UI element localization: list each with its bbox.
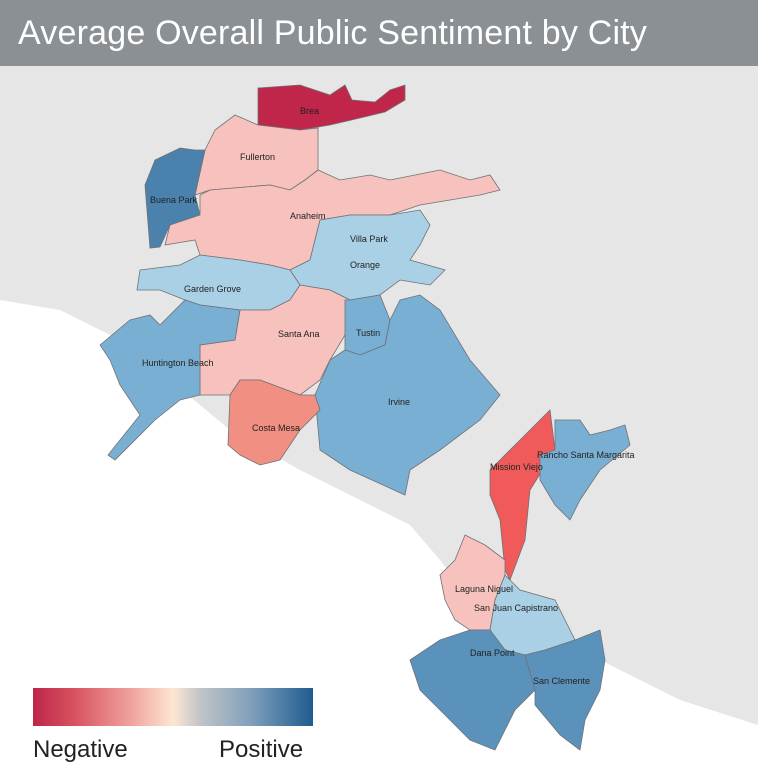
- city-label-buena-park: Buena Park: [150, 195, 198, 205]
- city-label-santa-ana: Santa Ana: [278, 329, 320, 339]
- city-region-huntington-beach[interactable]: [99, 299, 241, 461]
- city-label-villa-park: Villa Park: [350, 234, 388, 244]
- city-label-san-juan-capistrano: San Juan Capistrano: [474, 603, 558, 613]
- city-label-brea: Brea: [300, 106, 319, 116]
- city-region-rancho-santa-margarita[interactable]: [539, 419, 631, 521]
- city-label-costa-mesa: Costa Mesa: [252, 423, 300, 433]
- legend-negative-label: Negative: [33, 736, 128, 763]
- city-label-tustin: Tustin: [356, 328, 380, 338]
- city-label-fullerton: Fullerton: [240, 152, 275, 162]
- page-title: Average Overall Public Sentiment by City: [0, 0, 758, 66]
- legend-color-ramp: [33, 688, 313, 726]
- city-label-huntington-beach: Huntington Beach: [142, 358, 214, 368]
- city-region-anaheim[interactable]: [164, 169, 501, 271]
- city-region-irvine[interactable]: [314, 294, 501, 496]
- city-label-mission-viejo: Mission Viejo: [490, 462, 543, 472]
- city-label-orange: Orange: [350, 260, 380, 270]
- city-label-rancho-santa-margarita: Rancho Santa Margarita: [537, 450, 635, 460]
- city-label-san-clemente: San Clemente: [533, 676, 590, 686]
- city-region-brea[interactable]: [257, 84, 406, 131]
- legend-positive-label: Positive: [219, 736, 304, 763]
- city-label-laguna-niguel: Laguna Niguel: [455, 584, 513, 594]
- city-label-dana-point: Dana Point: [470, 648, 515, 658]
- city-region-san-clemente[interactable]: [524, 629, 606, 751]
- city-region-costa-mesa[interactable]: [227, 379, 321, 466]
- city-label-garden-grove: Garden Grove: [184, 284, 241, 294]
- city-label-anaheim: Anaheim: [290, 211, 326, 221]
- city-label-irvine: Irvine: [388, 397, 410, 407]
